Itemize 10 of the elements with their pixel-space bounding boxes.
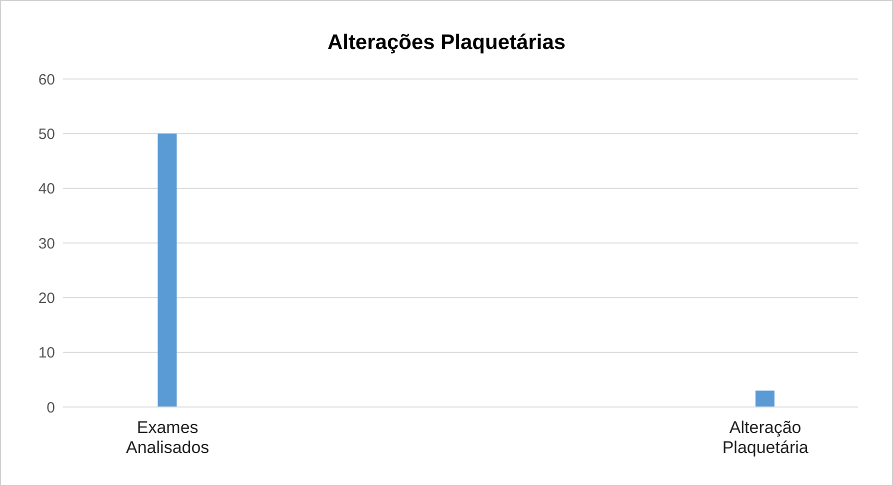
x-tick-label: Exames Analisados: [126, 418, 210, 457]
y-tick-label: 40: [38, 180, 55, 198]
y-tick-label: 20: [38, 290, 55, 307]
x-tick-label: Alteração Plaquetária: [722, 418, 809, 457]
chart-title: Alterações Plaquetárias: [326, 31, 567, 56]
y-tick-label: 10: [38, 344, 55, 362]
y-tick-label: 30: [38, 235, 55, 252]
y-tick-label: 60: [38, 71, 55, 88]
y-tick-label: 50: [38, 126, 55, 143]
y-tick-label: 0: [46, 399, 55, 416]
